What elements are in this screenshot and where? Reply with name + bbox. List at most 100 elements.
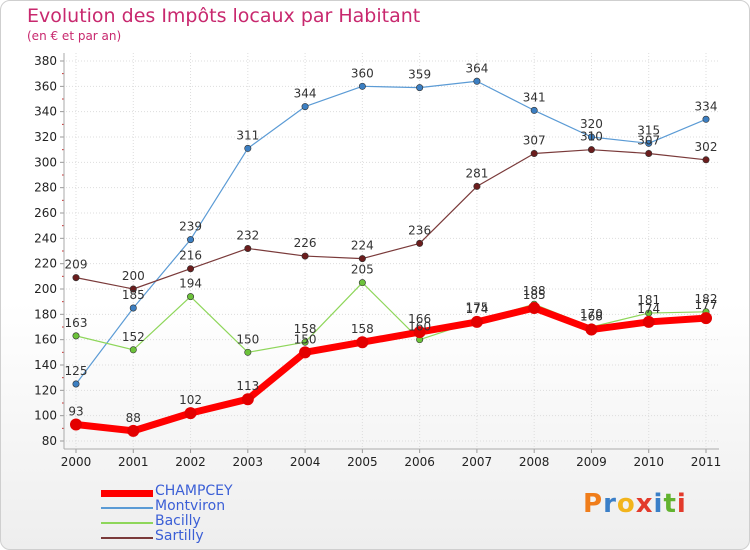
data-point-montviron xyxy=(416,84,424,92)
y-tick-label: 220 xyxy=(34,257,57,271)
data-label-montviron: 311 xyxy=(236,128,259,142)
data-point-bacilly xyxy=(358,279,366,287)
series-line-sartilly xyxy=(75,149,707,290)
data-point-montviron xyxy=(72,380,80,388)
data-label-bacilly: 188 xyxy=(523,284,546,298)
data-label-bacilly: 163 xyxy=(65,316,88,330)
data-point-sartilly xyxy=(301,252,309,260)
x-tick-label: 2002 xyxy=(175,455,206,469)
data-label-montviron: 364 xyxy=(465,61,488,75)
data-label-bacilly: 182 xyxy=(695,292,718,306)
data-label-montviron: 239 xyxy=(179,220,202,234)
y-tick-label: 240 xyxy=(34,231,57,245)
data-point-montviron xyxy=(187,236,195,244)
data-point-montviron xyxy=(244,144,252,152)
data-label-sartilly: 302 xyxy=(695,140,718,154)
data-label-bacilly: 205 xyxy=(351,263,374,277)
data-label-champcey: 166 xyxy=(408,312,431,326)
logo-letter: P xyxy=(583,489,604,519)
data-point-champcey xyxy=(528,302,541,314)
data-label-montviron: 320 xyxy=(580,117,603,131)
data-label-montviron: 334 xyxy=(695,99,718,113)
data-label-champcey: 158 xyxy=(351,322,374,336)
legend-label: Sartilly xyxy=(155,528,204,544)
x-tick-label: 2010 xyxy=(633,455,664,469)
data-point-champcey xyxy=(585,323,598,336)
data-point-champcey xyxy=(413,326,426,339)
x-tick-label: 2004 xyxy=(290,455,321,469)
data-point-sartilly xyxy=(129,285,137,293)
data-label-sartilly: 216 xyxy=(179,249,202,263)
y-tick-label: 140 xyxy=(34,358,57,372)
y-tick-label: 160 xyxy=(34,333,57,347)
data-point-champcey xyxy=(470,315,483,328)
data-point-montviron xyxy=(473,77,481,85)
series xyxy=(70,77,712,437)
axes: 80 100 120 140 160 180 200 220 240 260 280 300 320 34… xyxy=(34,53,721,469)
series-line-montviron xyxy=(75,80,707,385)
data-label-montviron: 344 xyxy=(294,87,317,101)
data-label-sartilly: 224 xyxy=(351,239,374,253)
x-tick-label: 2006 xyxy=(404,455,435,469)
logo-letter: o xyxy=(616,489,636,519)
data-point-sartilly xyxy=(72,274,80,282)
chart-title: Evolution des Impôts locaux par Habitant xyxy=(27,5,421,27)
data-label-sartilly: 226 xyxy=(294,236,317,250)
data-label-champcey: 185 xyxy=(523,288,546,302)
data-label-montviron: 341 xyxy=(523,90,546,104)
legend-label: Bacilly xyxy=(155,513,201,529)
legend-swatch xyxy=(101,522,153,524)
data-label-sartilly: 307 xyxy=(637,133,660,147)
data-point-montviron xyxy=(129,304,137,312)
data-point-bacilly xyxy=(244,348,252,356)
logo-letter: x xyxy=(635,489,654,519)
legend-label: Montviron xyxy=(155,498,226,514)
data-point-champcey xyxy=(700,312,712,325)
data-label-champcey: 177 xyxy=(695,298,718,312)
data-label-bacilly: 152 xyxy=(122,330,145,344)
x-tick-label: 2003 xyxy=(233,455,264,469)
logo-letter: i xyxy=(653,489,664,519)
series-line-champcey xyxy=(72,304,710,435)
data-point-montviron xyxy=(301,103,309,111)
grid xyxy=(63,53,719,449)
legend-swatch xyxy=(101,489,153,497)
data-point-bacilly xyxy=(129,346,137,354)
data-point-montviron xyxy=(358,82,366,90)
data-label-montviron: 185 xyxy=(122,288,145,302)
data-label-montviron: 360 xyxy=(351,66,374,80)
data-point-sartilly xyxy=(587,146,595,154)
data-point-champcey xyxy=(642,315,655,328)
y-tick-label: 100 xyxy=(34,409,57,423)
data-label-champcey: 150 xyxy=(294,332,317,346)
logo-letter: i xyxy=(676,489,687,519)
data-point-sartilly xyxy=(530,149,538,157)
data-point-bacilly xyxy=(301,338,309,346)
data-label-sartilly: 209 xyxy=(65,258,88,272)
y-tick-label: 80 xyxy=(42,434,57,448)
data-label-bacilly: 175 xyxy=(465,301,488,315)
data-label-bacilly: 158 xyxy=(294,322,317,336)
data-point-bacilly xyxy=(72,332,80,340)
data-label-sartilly: 307 xyxy=(523,133,546,147)
y-tick-label: 320 xyxy=(34,130,57,144)
data-label-sartilly: 200 xyxy=(122,269,145,283)
data-label-sartilly: 232 xyxy=(236,228,259,242)
x-tick-label: 2000 xyxy=(61,455,92,469)
data-label-bacilly: 160 xyxy=(408,320,431,334)
data-label-champcey: 174 xyxy=(637,302,660,316)
data-label-champcey: 168 xyxy=(580,310,603,324)
legend-label: CHAMPCEY xyxy=(155,483,233,499)
x-tick-label: 2007 xyxy=(462,455,493,469)
x-tick-label: 2009 xyxy=(576,455,607,469)
data-label-bacilly: 194 xyxy=(179,277,202,291)
y-tick-label: 280 xyxy=(34,181,57,195)
data-point-bacilly xyxy=(187,293,195,301)
value-labels: 125 185 239 311 344 360 359 364 341 320 315 334 209 2… xyxy=(65,61,718,425)
y-tick-label: 340 xyxy=(34,105,57,119)
x-tick-label: 2005 xyxy=(347,455,378,469)
data-point-sartilly xyxy=(358,255,366,263)
data-point-montviron xyxy=(702,115,710,123)
y-tick-label: 180 xyxy=(34,307,57,321)
